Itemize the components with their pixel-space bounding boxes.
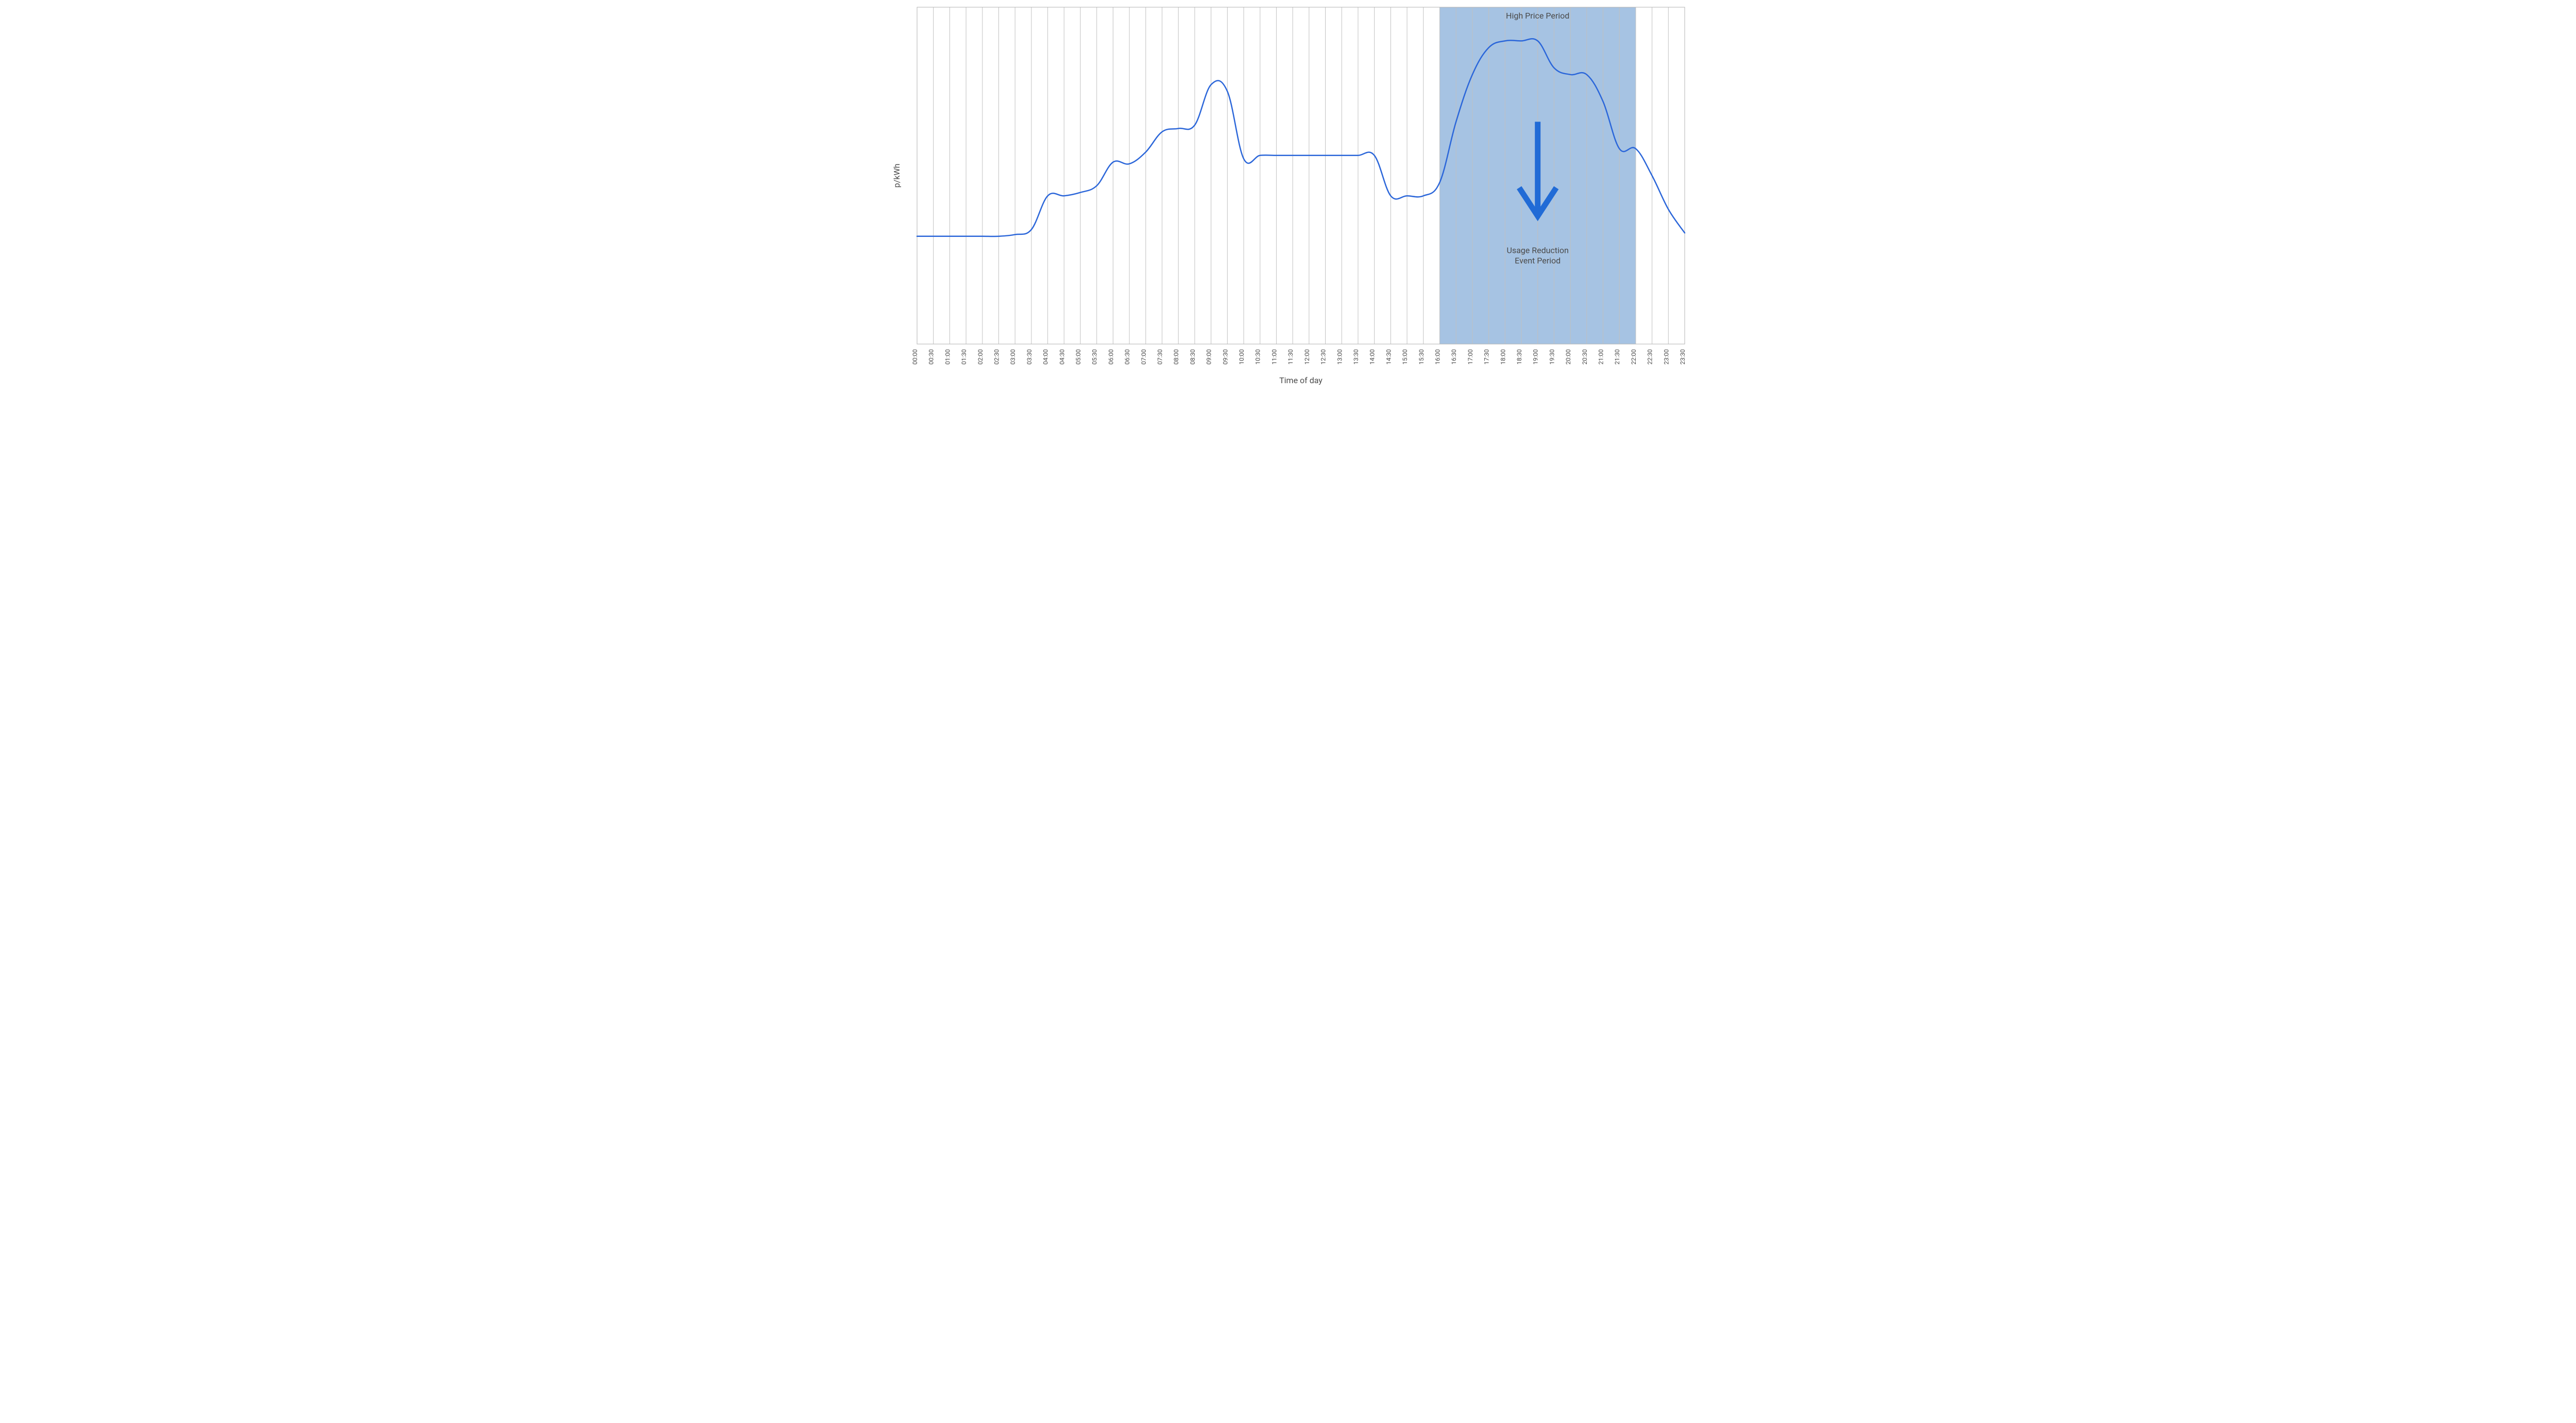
x-tick-label: 15:30 xyxy=(1418,349,1425,365)
x-tick-label: 07:30 xyxy=(1157,349,1164,365)
x-tick-label: 12:00 xyxy=(1303,349,1311,365)
x-tick-label: 17:30 xyxy=(1483,349,1490,365)
x-tick-label: 21:30 xyxy=(1614,349,1621,365)
x-tick-label: 00:00 xyxy=(911,349,919,365)
x-tick-label: 12:30 xyxy=(1320,349,1327,365)
x-tick-label: 03:00 xyxy=(1009,349,1016,365)
x-tick-label: 09:30 xyxy=(1222,349,1229,365)
usage-reduction-label-line1: Usage Reduction xyxy=(1506,245,1568,255)
x-tick-label: 20:30 xyxy=(1581,349,1588,365)
x-tick-label: 06:00 xyxy=(1107,349,1114,365)
high-price-period-label: High Price Period xyxy=(1506,11,1569,21)
x-tick-label: 16:00 xyxy=(1434,349,1441,365)
chart-container: 00:00 00:30 01:00 01:30 02:00 02:30 03:00 03:30… xyxy=(886,0,1690,391)
x-tick-label: 10:00 xyxy=(1238,349,1245,365)
x-tick-label: 03:30 xyxy=(1026,349,1033,365)
x-tick-label: 09:00 xyxy=(1206,349,1213,365)
x-tick-label: 14:00 xyxy=(1369,349,1376,365)
x-tick-label: 18:30 xyxy=(1516,349,1523,365)
x-tick-label: 13:00 xyxy=(1336,349,1343,365)
x-tick-label: 19:30 xyxy=(1548,349,1555,365)
x-tick-label: 01:00 xyxy=(944,349,951,365)
x-tick-label: 04:30 xyxy=(1058,349,1065,365)
usage-reduction-label-line2: Event Period xyxy=(1515,255,1561,265)
x-tick-label: 05:30 xyxy=(1091,349,1098,365)
x-tick-label: 10:30 xyxy=(1255,349,1262,365)
x-tick-label: 02:00 xyxy=(977,349,984,365)
x-tick-label: 21:00 xyxy=(1597,349,1604,365)
x-tick-label: 13:30 xyxy=(1352,349,1360,365)
x-tick-label: 16:30 xyxy=(1450,349,1458,365)
x-tick-label: 00:30 xyxy=(928,349,935,365)
x-tick-label: 23:30 xyxy=(1679,349,1686,365)
x-tick-label: 04:00 xyxy=(1042,349,1049,365)
x-tick-label: 20:00 xyxy=(1565,349,1572,365)
x-tick-label: 22:00 xyxy=(1630,349,1637,365)
x-tick-label: 06:30 xyxy=(1124,349,1131,365)
x-tick-label: 11:00 xyxy=(1270,349,1278,365)
x-tick-label: 01:30 xyxy=(960,349,968,365)
x-tick-label: 07:00 xyxy=(1140,349,1147,365)
x-tick-label: 02:30 xyxy=(993,349,1001,365)
price-chart-svg: 00:00 00:30 01:00 01:30 02:00 02:30 03:00 03:30… xyxy=(886,0,1690,391)
x-tick-label: 11:30 xyxy=(1287,349,1294,365)
x-tick-label: 05:00 xyxy=(1075,349,1082,365)
x-tick-label: 18:00 xyxy=(1499,349,1506,365)
y-axis-label: p/kWh xyxy=(892,164,902,188)
x-tick-label: 08:00 xyxy=(1173,349,1180,365)
x-tick-label: 14:30 xyxy=(1385,349,1392,365)
x-tick-label: 23:00 xyxy=(1663,349,1670,365)
x-tick-label: 15:00 xyxy=(1401,349,1409,365)
x-tick-label: 08:30 xyxy=(1189,349,1196,365)
x-axis-label: Time of day xyxy=(1279,375,1323,385)
x-tick-label: 17:00 xyxy=(1467,349,1474,365)
x-tick-label: 22:30 xyxy=(1647,349,1654,365)
x-tick-label: 19:00 xyxy=(1532,349,1539,365)
